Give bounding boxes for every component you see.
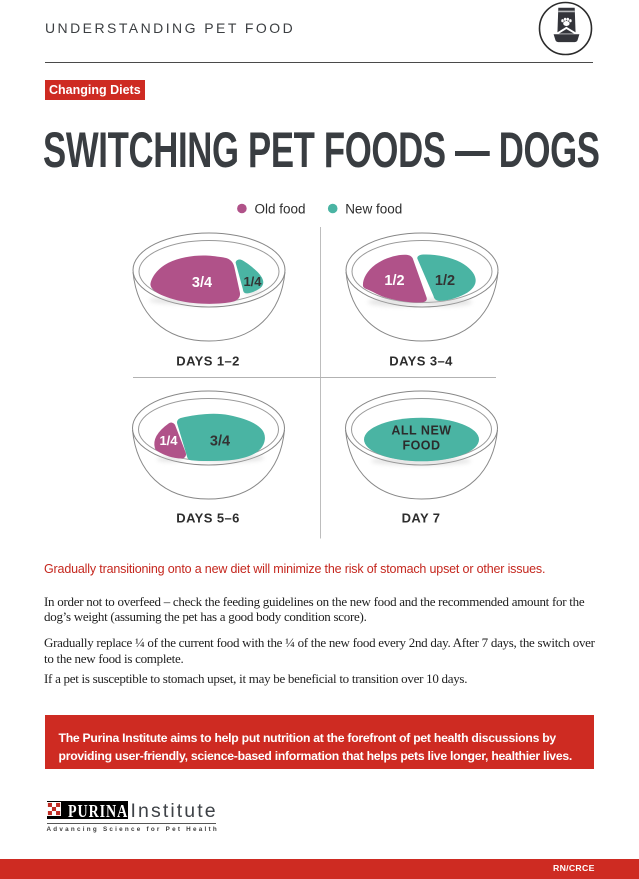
svg-text:Old food: Old food — [255, 201, 306, 216]
svg-text:1/2: 1/2 — [435, 273, 455, 289]
svg-text:New food: New food — [345, 201, 402, 216]
svg-text:DAY 7: DAY 7 — [402, 511, 441, 526]
svg-text:ALL NEW: ALL NEW — [391, 424, 451, 438]
svg-text:3/4: 3/4 — [192, 275, 212, 291]
svg-text:3/4: 3/4 — [210, 434, 230, 450]
svg-text:DAYS 3–4: DAYS 3–4 — [389, 354, 453, 369]
svg-text:1/4: 1/4 — [243, 274, 262, 289]
svg-text:DAYS 1–2: DAYS 1–2 — [176, 354, 239, 369]
svg-text:FOOD: FOOD — [402, 439, 440, 453]
svg-text:1/2: 1/2 — [384, 273, 404, 289]
svg-text:DAYS 5–6: DAYS 5–6 — [176, 511, 239, 526]
svg-text:1/4: 1/4 — [159, 433, 178, 448]
